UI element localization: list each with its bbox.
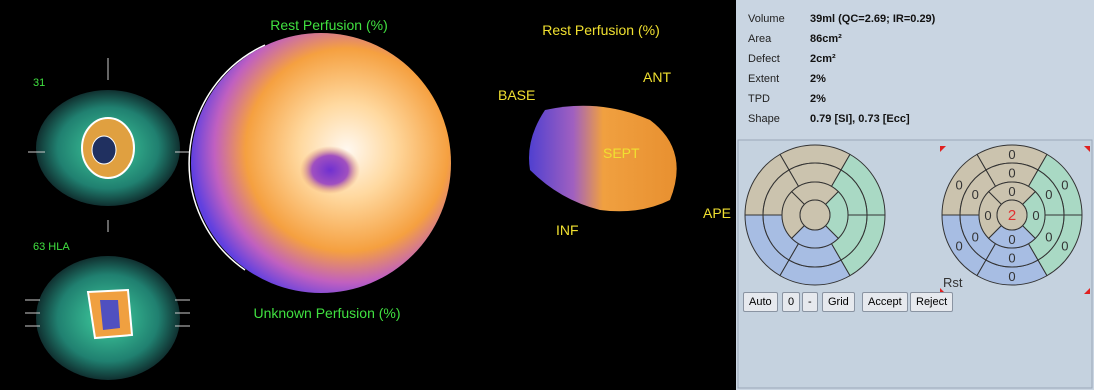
- segment-score: 0: [1008, 184, 1015, 199]
- stat-label: Area: [748, 33, 772, 45]
- segment: [799, 199, 831, 231]
- surface-render: [529, 105, 677, 212]
- cavity: [100, 300, 120, 330]
- segment-score: 0: [984, 208, 991, 223]
- stat-value: 2%: [810, 93, 826, 105]
- stat-value: 0.79 [SI], 0.73 [Ecc]: [810, 113, 910, 125]
- stat-value: 86cm²: [810, 33, 842, 45]
- orientation-label: BASE: [498, 87, 535, 103]
- extent-outline: [188, 44, 266, 271]
- segment-score: 0: [1061, 239, 1068, 254]
- panel-title: Rest Perfusion (%): [270, 17, 387, 33]
- stat-value: 2%: [810, 73, 826, 85]
- stat-value: 2cm²: [810, 53, 836, 65]
- segment-score: 0: [1008, 269, 1015, 284]
- orientation-label: INF: [556, 222, 579, 238]
- segment-score: 0: [1045, 229, 1052, 244]
- stat-label: Extent: [748, 73, 779, 85]
- cavity: [91, 135, 117, 165]
- segment-score: 0: [1032, 208, 1039, 223]
- segment-score: 0: [972, 229, 979, 244]
- segment-score: 0: [1061, 178, 1068, 193]
- map-label: Rst: [943, 275, 963, 290]
- segment-score: 0: [956, 239, 963, 254]
- panel-caption: Unknown Perfusion (%): [253, 305, 400, 321]
- segment-score: 0: [1008, 147, 1015, 162]
- defect-region: [300, 146, 360, 194]
- segment: [996, 199, 1028, 231]
- toolbar-button[interactable]: Auto: [743, 292, 778, 312]
- toolbar-button[interactable]: 0: [782, 292, 801, 312]
- toolbar-button[interactable]: Accept: [862, 292, 908, 312]
- stat-label: TPD: [748, 93, 770, 105]
- toolbar-button[interactable]: Reject: [910, 292, 954, 312]
- orientation-label: APE: [703, 205, 731, 221]
- guide-marks: [25, 58, 190, 327]
- segment-score: 0: [1045, 187, 1052, 202]
- stat-label: Volume: [748, 13, 785, 25]
- view-label: 31: [33, 77, 45, 89]
- toolbar-button[interactable]: -: [802, 292, 818, 312]
- stat-label: Defect: [748, 53, 780, 65]
- segment-score: 2: [1008, 207, 1016, 224]
- panel-title: Rest Perfusion (%): [542, 22, 659, 38]
- toolbar-button[interactable]: Grid: [822, 292, 855, 312]
- segment-score: 0: [1008, 251, 1015, 266]
- view-label: 63 HLA: [33, 241, 70, 253]
- stats-table: Volume 39ml (QC=2.69; IR=0.29) Area 86cm² De…: [748, 13, 936, 125]
- orientation-label: SEPT: [603, 145, 640, 161]
- segment-score: 0: [956, 178, 963, 193]
- segment-score: 0: [972, 187, 979, 202]
- stat-label: Shape: [748, 113, 780, 125]
- segment-score: 0: [1008, 166, 1015, 181]
- segment-score: 0: [1008, 232, 1015, 247]
- stat-value: 39ml (QC=2.69; IR=0.29): [810, 13, 936, 25]
- orientation-label: ANT: [643, 69, 671, 85]
